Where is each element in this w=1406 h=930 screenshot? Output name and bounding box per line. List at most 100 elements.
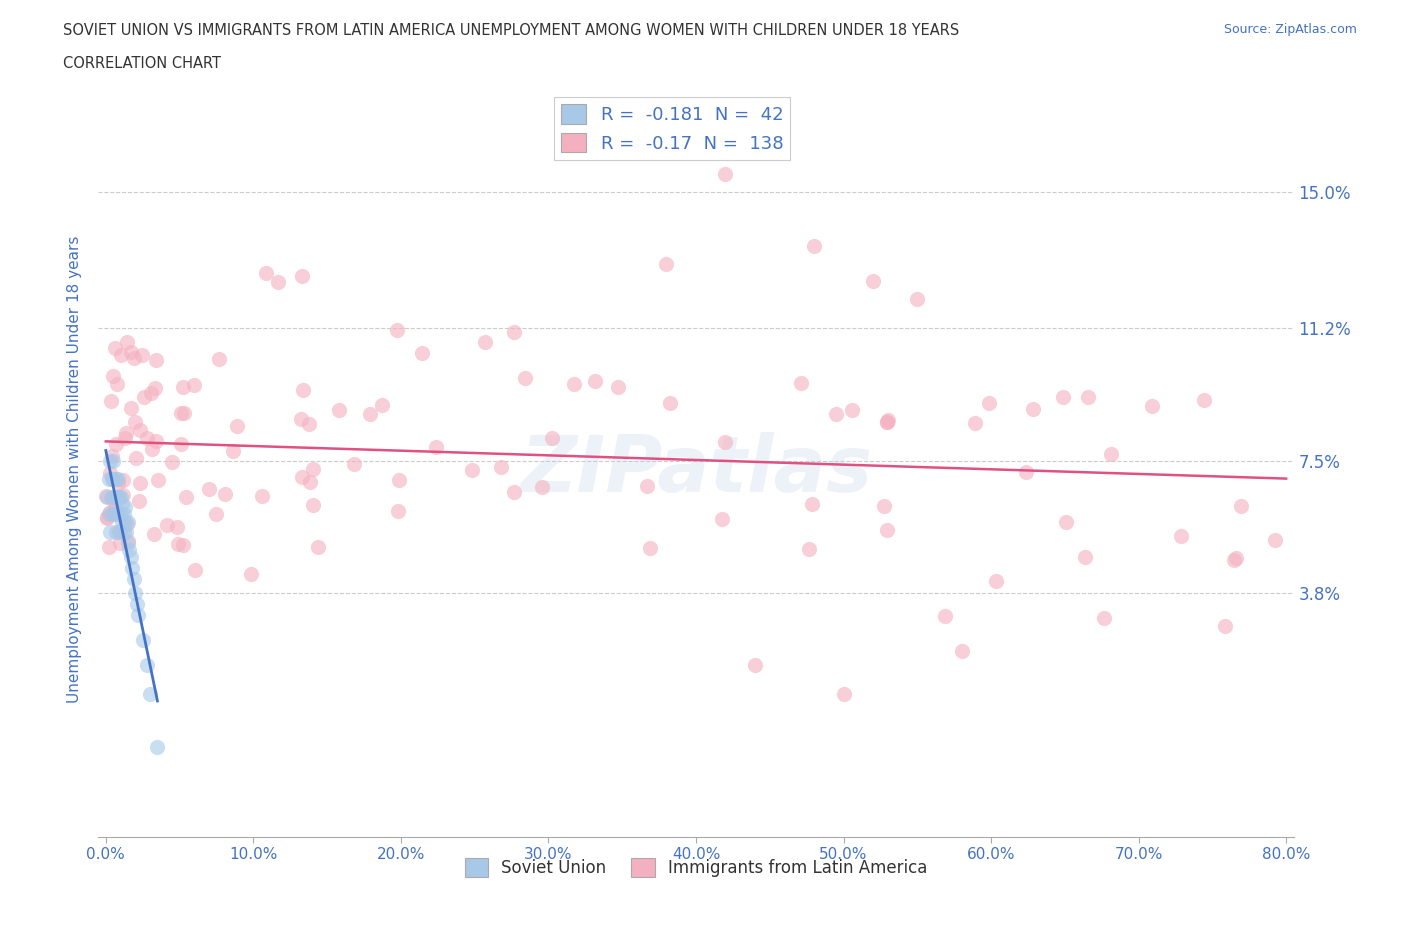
Point (112, 525, 135, 539)
Point (387, 323, 409, 338)
Point (371, 397, 394, 412)
Point (132, 390, 155, 405)
Point (101, 449, 124, 464)
Point (105, 472, 128, 486)
Point (127, 607, 149, 622)
Point (184, 562, 207, 577)
Point (108, 525, 131, 539)
Point (1223, 552, 1246, 567)
Point (636, 479, 658, 494)
Point (503, 325, 526, 339)
Point (343, 456, 366, 471)
Point (98, 465, 121, 480)
Point (387, 472, 409, 487)
Point (825, 406, 848, 421)
Text: SOVIET UNION VS IMMIGRANTS FROM LATIN AMERICA UNEMPLOYMENT AMONG WOMEN WITH CHIL: SOVIET UNION VS IMMIGRANTS FROM LATIN AM… (63, 23, 959, 38)
Point (148, 473, 170, 488)
Point (166, 520, 188, 535)
Point (111, 514, 134, 529)
Point (1099, 446, 1122, 461)
Point (111, 497, 134, 512)
Point (658, 395, 681, 410)
Point (97, 539, 120, 554)
Point (115, 516, 138, 531)
Point (1022, 402, 1045, 417)
Point (107, 507, 129, 522)
Text: ZIPatlas: ZIPatlas (520, 432, 872, 508)
Point (790, 376, 813, 391)
Point (1194, 392, 1216, 407)
Point (744, 658, 766, 672)
Point (104, 340, 127, 355)
Point (136, 431, 159, 445)
Point (562, 377, 585, 392)
Point (1140, 398, 1163, 413)
Point (267, 274, 290, 289)
Point (104, 500, 127, 515)
Point (104, 507, 127, 522)
Point (112, 487, 135, 502)
Point (803, 238, 825, 253)
Point (115, 425, 138, 440)
Point (117, 514, 139, 529)
Point (105, 489, 128, 504)
Point (128, 494, 150, 509)
Point (1052, 390, 1074, 405)
Point (139, 686, 162, 701)
Point (491, 459, 513, 474)
Point (638, 541, 661, 556)
Point (934, 609, 956, 624)
Point (97, 472, 120, 486)
Point (101, 472, 124, 486)
Point (96, 488, 118, 503)
Point (291, 470, 314, 485)
Point (101, 369, 124, 384)
Point (105, 376, 128, 391)
Point (307, 540, 329, 555)
Point (1092, 611, 1115, 626)
Point (172, 538, 194, 552)
Point (204, 507, 226, 522)
Point (96, 510, 118, 525)
Y-axis label: Unemployment Among Women with Children Under 18 years: Unemployment Among Women with Children U… (67, 236, 83, 703)
Point (100, 489, 122, 504)
Point (979, 395, 1001, 410)
Point (173, 405, 195, 420)
Point (541, 431, 564, 445)
Point (607, 379, 630, 394)
Point (114, 514, 136, 529)
Point (1076, 390, 1098, 405)
Point (146, 740, 169, 755)
Point (832, 686, 855, 701)
Point (302, 498, 325, 512)
Point (141, 386, 163, 401)
Point (122, 572, 145, 587)
Point (460, 462, 482, 477)
Legend: Soviet Union, Immigrants from Latin America: Soviet Union, Immigrants from Latin Amer… (458, 852, 934, 883)
Point (183, 377, 205, 392)
Point (107, 476, 129, 491)
Point (1213, 618, 1236, 633)
Point (108, 536, 131, 551)
Point (225, 418, 247, 433)
Point (714, 166, 737, 181)
Point (208, 352, 231, 366)
Point (797, 542, 820, 557)
Point (108, 489, 131, 504)
Point (299, 474, 322, 489)
Point (110, 347, 132, 362)
Point (198, 482, 221, 497)
Point (298, 417, 321, 432)
Point (711, 512, 734, 526)
Point (876, 415, 898, 430)
Point (530, 480, 553, 495)
Point (254, 265, 277, 280)
Point (502, 485, 524, 499)
Point (1054, 515, 1077, 530)
Point (120, 401, 142, 416)
Point (876, 415, 898, 430)
Point (128, 422, 150, 437)
Point (387, 504, 409, 519)
Point (125, 597, 148, 612)
Point (103, 503, 125, 518)
